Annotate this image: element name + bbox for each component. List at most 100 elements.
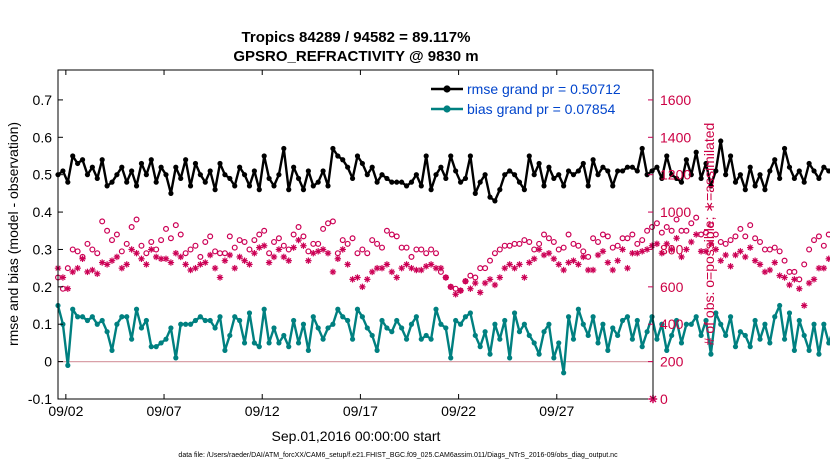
possible-obs-point <box>64 265 71 272</box>
assimilated-obs-point <box>368 268 376 276</box>
assimilated-obs-point <box>653 240 661 248</box>
bias-point <box>104 329 110 335</box>
data-file-footnote: data file: /Users/raeder/DAI/ATM_forcXX/… <box>178 452 618 459</box>
assimilated-obs-point <box>388 268 396 276</box>
bias-point <box>281 332 287 339</box>
possible-obs-point <box>801 261 808 268</box>
bias-point <box>462 314 469 320</box>
assimilated-obs-point <box>580 253 587 261</box>
possible-obs-point <box>271 238 278 245</box>
possible-obs-point <box>634 240 641 247</box>
bias-point <box>816 351 822 357</box>
rmse-point <box>767 168 773 174</box>
assimilated-obs-point <box>452 291 459 298</box>
assimilated-obs-point <box>467 285 474 292</box>
possible-obs-point <box>315 240 322 247</box>
bias-point <box>575 306 581 312</box>
rmse-point <box>237 164 243 170</box>
possible-obs-point <box>256 231 263 238</box>
possible-obs-point <box>94 250 101 257</box>
possible-obs-point <box>491 250 498 257</box>
assimilated-obs-point <box>300 242 307 249</box>
rmse-point <box>384 175 390 182</box>
bias-point <box>806 347 812 353</box>
bias-point <box>585 332 591 339</box>
bias-point <box>791 347 797 353</box>
possible-obs-point <box>536 240 543 247</box>
possible-obs-point <box>565 231 572 238</box>
bias-point <box>192 317 199 324</box>
assimilated-obs-point <box>143 261 150 268</box>
rmse-point <box>295 175 302 182</box>
possible-obs-point <box>560 244 567 251</box>
rmse-point <box>168 190 174 196</box>
bias-point <box>752 317 758 324</box>
bias-point <box>379 317 385 324</box>
possible-obs-point <box>629 231 636 238</box>
bias-point <box>708 351 714 357</box>
bias-point <box>354 306 361 312</box>
assimilated-obs-point <box>747 244 754 251</box>
y-axis-label: rmse and bias (model - observation) <box>5 122 21 346</box>
assimilated-obs-point <box>604 259 612 266</box>
bias-point <box>732 344 739 350</box>
x-tick-label: 09/17 <box>343 403 378 419</box>
possible-obs-point <box>158 237 165 244</box>
assimilated-obs-point <box>796 285 803 292</box>
assimilated-obs-point <box>378 264 386 272</box>
possible-obs-point <box>197 253 204 260</box>
right-tick-label: 0 <box>660 391 668 407</box>
bias-point <box>605 347 611 353</box>
rmse-point <box>565 168 572 174</box>
assimilated-obs-point <box>791 276 798 283</box>
assimilated-obs-point <box>349 276 356 283</box>
rmse-point <box>246 183 253 189</box>
bias-point <box>217 314 223 320</box>
rmse-point <box>241 172 248 178</box>
rmse-point <box>310 183 316 189</box>
bias-point <box>207 317 213 324</box>
bias-point <box>129 336 135 342</box>
bias-point <box>619 317 626 324</box>
assimilated-obs-point <box>221 257 229 264</box>
bias-point <box>561 370 567 376</box>
possible-obs-point <box>344 240 351 247</box>
rmse-point <box>693 149 699 155</box>
rmse-point <box>133 183 140 189</box>
bias-point <box>359 314 365 320</box>
rmse-point <box>546 164 552 170</box>
bias-point <box>767 340 773 346</box>
possible-obs-point <box>275 235 282 242</box>
rmse-point <box>423 153 429 159</box>
bias-point <box>109 347 115 353</box>
rmse-point <box>683 157 689 163</box>
bias-point <box>212 325 218 331</box>
rmse-point <box>79 157 86 163</box>
possible-obs-point <box>516 240 523 247</box>
right-tick-label: 800 <box>660 241 684 257</box>
possible-obs-point <box>707 222 714 229</box>
assimilated-obs-point <box>103 261 111 268</box>
possible-obs-point <box>320 225 327 232</box>
bias-point <box>718 321 724 327</box>
bias-point <box>138 325 145 331</box>
rmse-point <box>713 168 719 174</box>
rmse-point <box>467 153 473 159</box>
rmse-point <box>60 168 66 174</box>
rmse-point <box>330 145 336 152</box>
rmse-point <box>89 164 95 170</box>
possible-obs-point <box>69 246 76 253</box>
possible-obs-point <box>487 257 494 264</box>
possible-obs-point <box>280 242 287 249</box>
possible-obs-point <box>752 235 759 242</box>
assimilated-obs-point <box>84 268 91 276</box>
assimilated-obs-point <box>319 246 327 253</box>
possible-obs-point <box>290 231 297 238</box>
possible-obs-point <box>604 233 611 240</box>
possible-obs-point <box>104 227 111 234</box>
rmse-point <box>305 168 311 174</box>
assimilated-obs-point <box>256 244 263 251</box>
possible-obs-point <box>74 248 81 255</box>
rmse-point <box>418 183 424 189</box>
rmse-point <box>354 153 361 159</box>
